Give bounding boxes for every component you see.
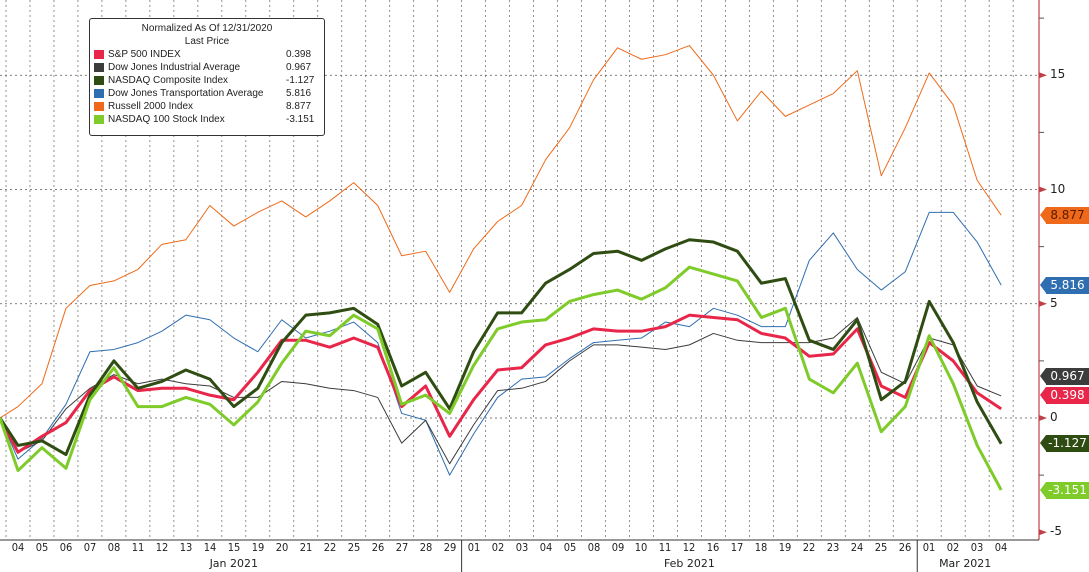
- x-tick-label: 28: [419, 541, 432, 554]
- series-line-dow-jones-transportation-average: [0, 211, 1002, 476]
- y-tick-label: 0: [1050, 410, 1058, 424]
- legend-last-value: 0.967: [286, 62, 312, 73]
- month-label: Mar 2021: [939, 557, 992, 570]
- x-tick-label: 04: [539, 541, 552, 554]
- x-tick-label: 11: [131, 541, 145, 554]
- y-tick-marker: [1039, 186, 1047, 193]
- legend-last-value: -3.151: [286, 114, 315, 125]
- legend-swatch: [94, 50, 104, 59]
- legend-item: Dow Jones Transportation Average 5.816: [94, 87, 320, 100]
- y-tick-marker: [1039, 529, 1047, 536]
- x-tick-label: 11: [659, 541, 672, 554]
- x-tick-label: 19: [779, 541, 792, 554]
- legend-item: S&P 500 INDEX 0.398: [94, 48, 320, 61]
- legend-item: NASDAQ Composite Index -1.127: [94, 74, 320, 87]
- x-tick-label: 25: [874, 541, 888, 554]
- legend-series-name: Dow Jones Transportation Average: [108, 88, 264, 99]
- x-tick-label: 07: [83, 541, 97, 554]
- x-tick-label: 01: [922, 541, 936, 554]
- x-tick-label: 08: [587, 541, 600, 554]
- x-tick-label: 01: [467, 541, 480, 554]
- x-tick-label: 08: [107, 541, 121, 554]
- legend-item: Dow Jones Industrial Average 0.967: [94, 61, 320, 74]
- legend-series-name: Dow Jones Industrial Average: [108, 62, 241, 73]
- x-tick-label: 13: [179, 541, 193, 554]
- x-tick-label: 04: [11, 541, 25, 554]
- series-line-nasdaq-composite-index: [0, 238, 1003, 457]
- legend-swatch: [94, 89, 104, 98]
- last-price-tag: 5.816: [1040, 276, 1089, 294]
- series-line-nasdaq-100-stock-index: [0, 265, 1003, 491]
- legend-swatch: [94, 102, 104, 111]
- y-tick-label: 15: [1050, 67, 1066, 82]
- x-tick-label: 23: [827, 541, 840, 554]
- x-tick-label: 24: [850, 541, 864, 554]
- series-line-dow-jones-industrial-average: [0, 316, 1002, 465]
- x-tick-label: 27: [395, 541, 408, 554]
- legend-last-value: 0.398: [286, 49, 312, 60]
- legend-title: Normalized As Of 12/31/2020: [141, 23, 273, 34]
- y-tick-marker: [1039, 415, 1047, 421]
- x-tick-label: 09: [611, 541, 624, 554]
- x-tick-label: 26: [371, 541, 384, 554]
- legend-series-name: NASDAQ Composite Index: [108, 75, 229, 86]
- legend-subtitle: Last Price: [184, 36, 230, 47]
- month-label: Jan 2021: [209, 557, 259, 570]
- legend-swatch: [94, 76, 104, 85]
- last-price-tag: 0.398: [1040, 387, 1089, 404]
- legend-last-value: 8.877: [286, 101, 312, 112]
- legend-last-value: 5.816: [286, 88, 312, 99]
- y-tick-label: 10: [1050, 181, 1066, 196]
- x-tick-label: 26: [898, 541, 912, 554]
- x-tick-label: 21: [299, 541, 313, 554]
- x-tick-label: 02: [946, 541, 960, 554]
- x-tick-label: 14: [203, 541, 217, 554]
- legend-series-name: Russell 2000 Index: [108, 101, 194, 112]
- x-tick-label: 18: [755, 541, 768, 554]
- x-tick-label: 12: [155, 541, 169, 554]
- x-tick-label: 16: [707, 541, 720, 554]
- last-price-tag: 8.877: [1040, 206, 1089, 224]
- legend-item: NASDAQ 100 Stock Index -3.151: [94, 113, 320, 126]
- x-tick-label: 15: [227, 541, 241, 554]
- x-tick-label: 03: [970, 541, 984, 554]
- y-tick-label: -5: [1050, 524, 1062, 539]
- x-tick-label: 03: [515, 541, 528, 554]
- y-tick-label: 5: [1050, 295, 1058, 310]
- x-tick-label: 22: [803, 541, 816, 554]
- x-tick-label: 29: [443, 541, 456, 554]
- legend-item: Russell 2000 Index 8.877: [94, 100, 320, 113]
- x-tick-label: 22: [323, 541, 337, 554]
- last-price-tag: 0.967: [1040, 368, 1089, 385]
- x-tick-label: 12: [683, 541, 696, 554]
- legend-swatch: [94, 63, 104, 72]
- last-price-tag: -1.127: [1040, 435, 1089, 453]
- legend-series-name: NASDAQ 100 Stock Index: [108, 114, 225, 125]
- x-tick-label: 19: [251, 541, 265, 554]
- x-tick-label: 25: [347, 541, 361, 554]
- x-tick-label: 05: [563, 541, 576, 554]
- series-line-s-p-500-index: [0, 313, 1003, 454]
- legend: Normalized As Of 12/31/2020 Last Price S…: [89, 18, 325, 136]
- legend-series-name: S&P 500 INDEX: [108, 49, 181, 60]
- x-tick-label: 10: [635, 541, 648, 554]
- x-tick-label: 17: [731, 541, 744, 554]
- y-tick-marker: [1039, 72, 1047, 79]
- x-tick-label: 06: [59, 541, 73, 554]
- x-tick-label: 20: [275, 541, 289, 554]
- x-tick-label: 02: [491, 541, 504, 554]
- legend-last-value: -1.127: [286, 75, 315, 86]
- last-price-tag: -3.151: [1040, 481, 1089, 499]
- series-line-russell-2000-index: [0, 45, 1002, 419]
- y-tick-marker: [1039, 300, 1047, 307]
- x-tick-label: 04: [994, 541, 1008, 554]
- month-label: Feb 2021: [663, 557, 715, 570]
- legend-swatch: [94, 115, 104, 124]
- x-tick-label: 05: [35, 541, 49, 554]
